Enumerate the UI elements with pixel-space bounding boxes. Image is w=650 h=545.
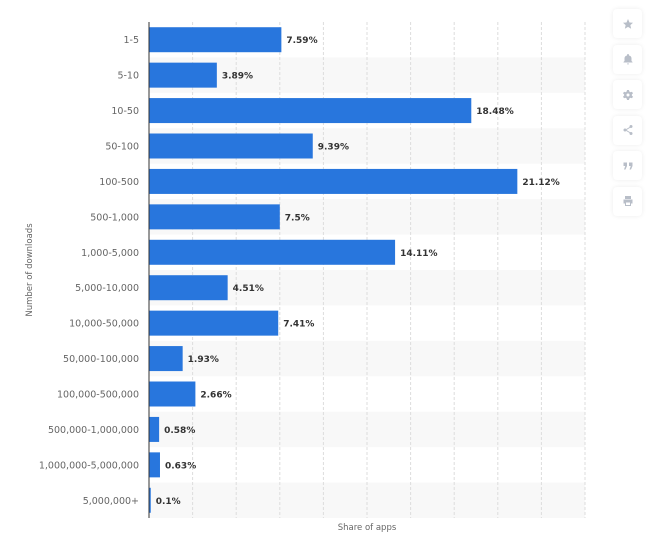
data-label: 14.11% bbox=[400, 249, 438, 259]
y-tick-label: 5,000-10,000 bbox=[75, 283, 139, 294]
star-icon bbox=[622, 18, 633, 29]
y-tick-label: 5,000,000+ bbox=[83, 496, 139, 507]
chart-toolbar bbox=[613, 9, 643, 222]
bar[interactable] bbox=[149, 381, 196, 407]
bar[interactable] bbox=[149, 98, 472, 124]
bar[interactable] bbox=[149, 133, 313, 159]
bar[interactable] bbox=[149, 62, 217, 88]
notification-button[interactable] bbox=[613, 44, 642, 74]
y-axis-title: Number of downloads bbox=[25, 223, 35, 317]
cite-button[interactable] bbox=[613, 151, 642, 180]
x-axis-title: Share of apps bbox=[338, 523, 397, 533]
bar[interactable] bbox=[149, 204, 280, 230]
y-tick-label: 50,000-100,000 bbox=[63, 354, 139, 365]
favorite-button[interactable] bbox=[613, 9, 642, 38]
data-label: 7.5% bbox=[285, 213, 310, 223]
share-button[interactable] bbox=[613, 115, 642, 145]
bar[interactable] bbox=[149, 310, 279, 336]
data-label: 18.48% bbox=[476, 107, 514, 117]
bar[interactable] bbox=[149, 487, 151, 513]
data-label: 7.41% bbox=[283, 320, 314, 330]
y-tick-label: 1,000-5,000 bbox=[81, 248, 139, 259]
data-label: 4.51% bbox=[233, 284, 264, 294]
y-tick-label: 1-5 bbox=[123, 35, 139, 46]
data-label: 7.59% bbox=[286, 36, 317, 46]
print-button[interactable] bbox=[613, 186, 642, 216]
data-label: 0.58% bbox=[164, 426, 195, 436]
bar[interactable] bbox=[149, 275, 228, 301]
data-label: 1.93% bbox=[188, 355, 219, 365]
bell-icon bbox=[623, 54, 632, 65]
y-tick-label: 500,000-1,000,000 bbox=[48, 425, 139, 436]
y-tick-label: 10-50 bbox=[111, 106, 139, 117]
data-label: 3.89% bbox=[222, 72, 253, 82]
bar[interactable] bbox=[149, 168, 518, 194]
settings-button[interactable] bbox=[613, 80, 642, 109]
bar[interactable] bbox=[149, 239, 396, 265]
y-tick-label: 100,000-500,000 bbox=[57, 390, 139, 401]
y-tick-label: 1,000,000-5,000,000 bbox=[39, 460, 139, 471]
y-tick-label: 500-1,000 bbox=[90, 212, 139, 223]
data-label: 2.66% bbox=[200, 391, 231, 401]
gear-icon bbox=[622, 89, 633, 100]
y-tick-label: 10,000-50,000 bbox=[69, 319, 139, 330]
bar-chart: 1-5 7.59% 5-10 3.89% 10-50 18.48% 50-100 9.39% 1… bbox=[25, 22, 586, 533]
data-label: 0.63% bbox=[165, 461, 196, 471]
bar[interactable] bbox=[149, 416, 160, 442]
share-icon bbox=[623, 125, 632, 135]
data-label: 21.12% bbox=[522, 178, 560, 188]
y-tick-label: 50-100 bbox=[105, 142, 139, 153]
y-tick-label: 5-10 bbox=[117, 71, 139, 82]
bar[interactable] bbox=[149, 452, 160, 478]
data-label: 9.39% bbox=[318, 143, 349, 153]
data-label: 0.1% bbox=[156, 497, 181, 507]
y-tick-label: 100-500 bbox=[99, 177, 139, 188]
quote-icon bbox=[623, 162, 632, 169]
print-icon bbox=[623, 196, 632, 206]
bar[interactable] bbox=[149, 346, 183, 372]
bar[interactable] bbox=[149, 27, 282, 53]
